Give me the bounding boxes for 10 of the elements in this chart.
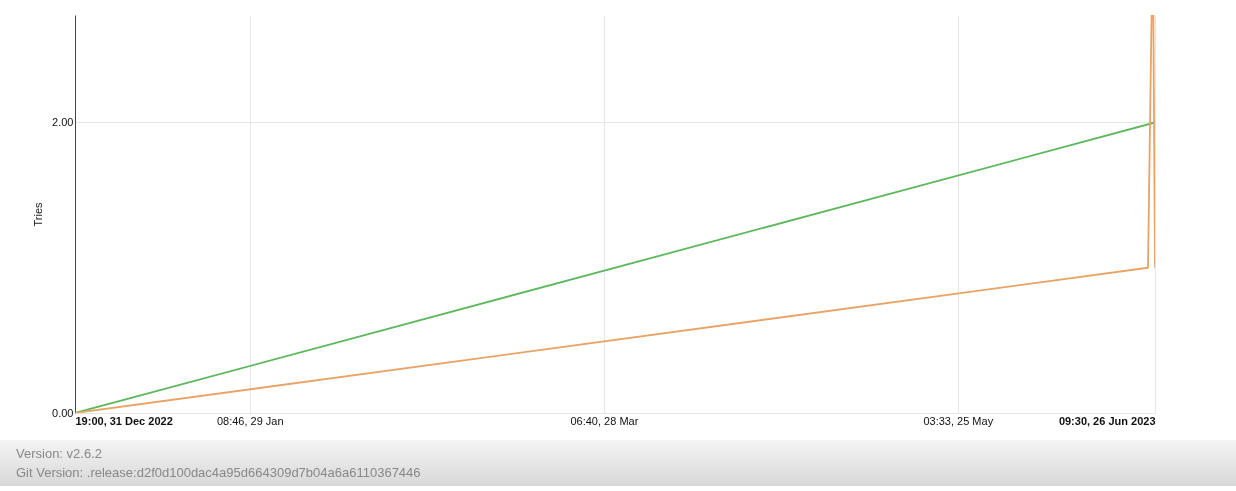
text: Version: v2.6.2 (16, 445, 103, 463)
y-axis-title: Tries (32, 201, 45, 227)
x-tick-label: 03:33, 25 May (923, 414, 994, 427)
y-tick-label: 0.00 (52, 406, 74, 419)
text: Git Version: .release:d2f0d100dac4a95d664309d7b04a6a6110367446 (16, 464, 422, 482)
x-tick-label: 08:46, 29 Jan (216, 414, 284, 427)
x-tick-label: 19:00, 31 Dec 2022 (75, 414, 173, 427)
x-tick-label: 06:40, 28 Mar (570, 414, 639, 427)
x-tick-label: 09:30, 26 Jun 2023 (1058, 414, 1156, 427)
y-tick-label: 2.00 (52, 115, 74, 128)
